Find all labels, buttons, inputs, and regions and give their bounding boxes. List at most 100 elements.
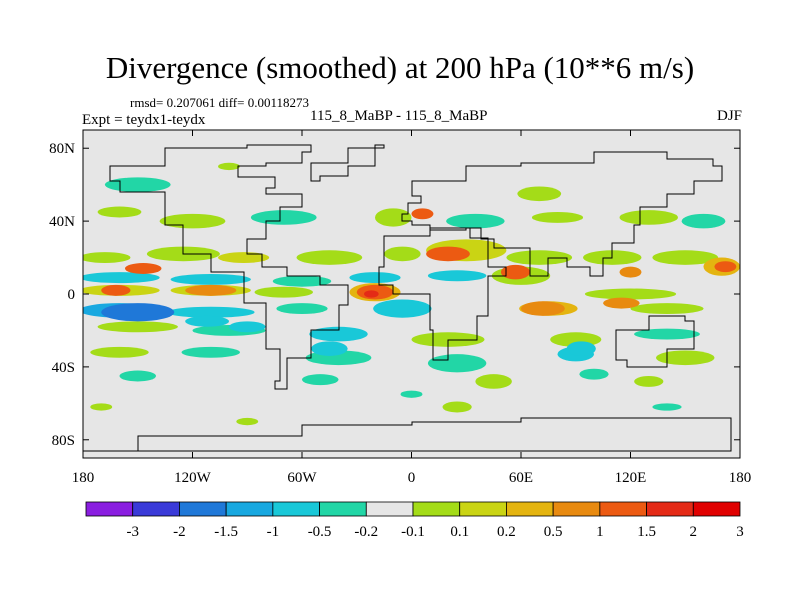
anomaly-blob-14 bbox=[603, 297, 640, 309]
anomaly-blob-1 bbox=[101, 303, 175, 322]
field-band-11 bbox=[170, 273, 251, 285]
anomaly-blob-5 bbox=[229, 321, 266, 333]
field-band-54 bbox=[442, 401, 472, 413]
field-band-47 bbox=[375, 208, 412, 227]
field-band-38 bbox=[656, 350, 715, 366]
y-tick-label: 80S bbox=[52, 433, 75, 449]
colorbar-label: -0.5 bbox=[308, 524, 332, 540]
colorbar-label: -2 bbox=[173, 524, 186, 540]
field-band-49 bbox=[531, 212, 584, 223]
field-band-42 bbox=[579, 368, 609, 380]
field-band-57 bbox=[236, 417, 259, 426]
field-band-22 bbox=[166, 306, 255, 318]
anomaly-blob-15 bbox=[619, 266, 642, 278]
colorbar-swatch bbox=[459, 501, 507, 517]
anomaly-blob-6 bbox=[311, 341, 348, 356]
field-band-24 bbox=[373, 299, 432, 318]
colorbar-swatch bbox=[552, 501, 601, 517]
field-band-2 bbox=[218, 252, 270, 264]
field-band-48 bbox=[446, 213, 505, 229]
colorbar-swatch bbox=[692, 501, 741, 517]
coastline-5 bbox=[83, 417, 732, 452]
field-band-43 bbox=[634, 376, 664, 387]
colorbar-swatch bbox=[272, 501, 320, 517]
colorbar-swatch bbox=[179, 501, 227, 517]
anomaly-blob-16 bbox=[714, 261, 737, 273]
colorbar-swatch bbox=[225, 501, 274, 517]
field-band-51 bbox=[681, 213, 726, 229]
field-band-10 bbox=[83, 272, 160, 284]
x-tick-label: 120E bbox=[615, 470, 647, 486]
x-tick-label: 60W bbox=[287, 470, 317, 486]
field-band-36 bbox=[427, 354, 487, 373]
colorbar-label: -1 bbox=[267, 524, 280, 540]
coastline-1 bbox=[310, 144, 385, 182]
colorbar-swatch bbox=[85, 501, 134, 517]
field-band-40 bbox=[302, 374, 339, 386]
anomaly-blob-10 bbox=[411, 208, 434, 220]
anomaly-blob-3 bbox=[185, 315, 230, 327]
colorbar-swatch bbox=[365, 501, 414, 517]
season-label: DJF bbox=[716, 108, 742, 124]
colorbar-label: 3 bbox=[736, 524, 744, 540]
coastline-2 bbox=[401, 151, 723, 277]
field-band-55 bbox=[400, 390, 423, 398]
colorbar-label: 2 bbox=[690, 524, 698, 540]
colorbar-label: 0.5 bbox=[544, 524, 563, 540]
rmsd-diff-stats: rmsd= 0.207061 diff= 0.00118273 bbox=[130, 95, 309, 110]
x-tick-label: 120W bbox=[174, 470, 212, 486]
anomaly-blob-12 bbox=[521, 301, 565, 316]
y-tick-label: 0 bbox=[68, 287, 76, 303]
field-band-58 bbox=[652, 403, 682, 411]
x-tick-label: 180 bbox=[729, 470, 752, 486]
colorbar-label: -0.1 bbox=[401, 524, 425, 540]
anomaly-blob-8 bbox=[364, 290, 379, 298]
colorbar-swatch bbox=[506, 501, 554, 517]
field-band-12 bbox=[272, 275, 332, 287]
colorbar-swatch bbox=[412, 501, 461, 517]
field-band-44 bbox=[104, 177, 171, 192]
field-band-20 bbox=[584, 288, 677, 300]
y-tick-label: 40S bbox=[52, 360, 75, 376]
colorbar-label: 1.5 bbox=[637, 524, 656, 540]
field-band-53 bbox=[97, 206, 142, 218]
field-band-0 bbox=[83, 252, 131, 264]
field-band-27 bbox=[97, 321, 178, 333]
field-band-50 bbox=[619, 210, 678, 225]
field-band-6 bbox=[506, 250, 573, 265]
coastline-4 bbox=[615, 315, 695, 368]
anomaly-blob-0 bbox=[101, 284, 131, 296]
field-band-4 bbox=[384, 246, 421, 262]
field-band-52 bbox=[517, 186, 562, 202]
field-band-41 bbox=[475, 374, 512, 389]
anomaly-blob-9 bbox=[426, 246, 470, 262]
colorbar-label: -3 bbox=[126, 524, 139, 540]
x-tick-label: 60E bbox=[509, 470, 533, 486]
anomaly-blob-11 bbox=[500, 264, 531, 280]
anomaly-blob-13 bbox=[566, 341, 596, 356]
case-names: 115_8_MaBP - 115_8_MaBP bbox=[310, 108, 488, 124]
field-band-34 bbox=[181, 346, 240, 358]
field-band-23 bbox=[276, 303, 328, 315]
coastline-3 bbox=[378, 227, 507, 361]
field-band-56 bbox=[90, 403, 113, 411]
colorbar-swatch bbox=[599, 501, 647, 517]
field-band-26 bbox=[630, 303, 704, 315]
colorbar-swatch bbox=[319, 501, 367, 517]
field-band-46 bbox=[250, 210, 317, 225]
y-tick-label: 40N bbox=[49, 214, 75, 230]
colorbar-label: -1.5 bbox=[214, 524, 238, 540]
field-band-3 bbox=[296, 250, 363, 265]
field-band-39 bbox=[119, 370, 156, 382]
colorbar-swatch bbox=[132, 501, 180, 517]
field-band-8 bbox=[652, 250, 719, 265]
anomaly-blob-2 bbox=[185, 284, 237, 296]
field-band-33 bbox=[90, 346, 149, 358]
field-band-13 bbox=[349, 272, 401, 284]
field-band-32 bbox=[634, 328, 700, 340]
colorbar-label: 0.1 bbox=[450, 524, 469, 540]
colorbar-label: -0.2 bbox=[354, 524, 378, 540]
colorbar-label: 1 bbox=[596, 524, 604, 540]
field-band-59 bbox=[218, 162, 240, 171]
